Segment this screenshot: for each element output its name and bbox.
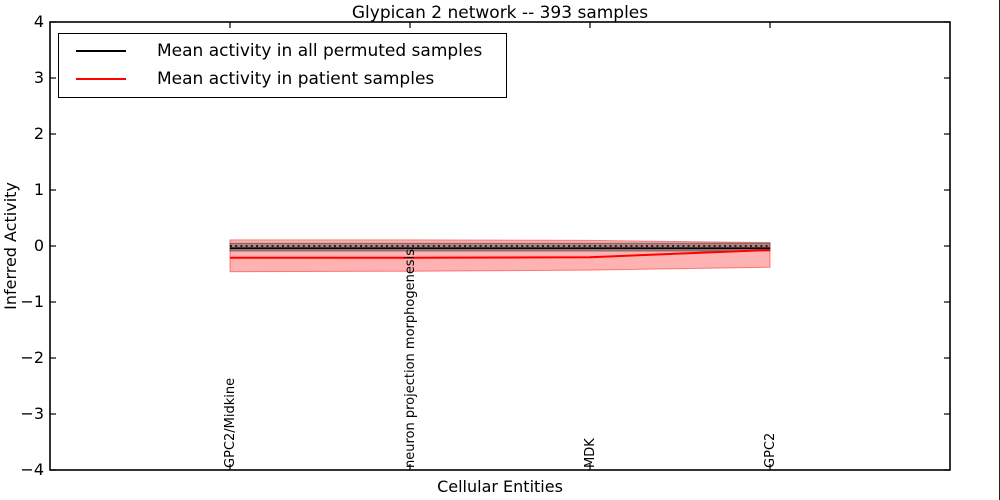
y-tick-label: −4 xyxy=(20,460,44,479)
y-tick-label: −1 xyxy=(20,292,44,311)
legend-label-permuted: Mean activity in all permuted samples xyxy=(157,41,483,61)
x-tick-label: GPC2/Midkine xyxy=(223,377,238,468)
permuted-samples-activity-range-band xyxy=(229,242,771,252)
y-tick-label: −2 xyxy=(20,348,44,367)
legend-label-patient: Mean activity in patient samples xyxy=(157,69,435,89)
y-axis-label: Inferred Activity xyxy=(1,182,20,310)
y-tick-label: 2 xyxy=(33,124,44,143)
y-tick-label: −3 xyxy=(20,404,44,423)
x-tick-label: GPC2 xyxy=(763,432,778,468)
x-tick-label: neuron projection morphogenesis xyxy=(403,249,418,468)
legend: Mean activity in all permuted samples Me… xyxy=(58,33,507,98)
legend-item-patient: Mean activity in patient samples xyxy=(59,65,506,93)
mean-activity-in-patient-samples xyxy=(230,248,771,259)
x-axis-label: Cellular Entities xyxy=(437,477,563,496)
permuted-mean-line-sample xyxy=(76,50,126,52)
x-tick-label: MDK xyxy=(583,438,598,468)
chart-title: Glypican 2 network -- 393 samples xyxy=(351,3,649,23)
y-tick-label: 1 xyxy=(33,180,44,199)
y-tick-label: 0 xyxy=(33,236,44,255)
patient-mean-line-sample xyxy=(76,78,126,80)
y-tick-label: 4 xyxy=(33,12,44,31)
legend-item-permuted: Mean activity in all permuted samples xyxy=(59,37,506,65)
y-tick-label: 3 xyxy=(33,68,44,87)
